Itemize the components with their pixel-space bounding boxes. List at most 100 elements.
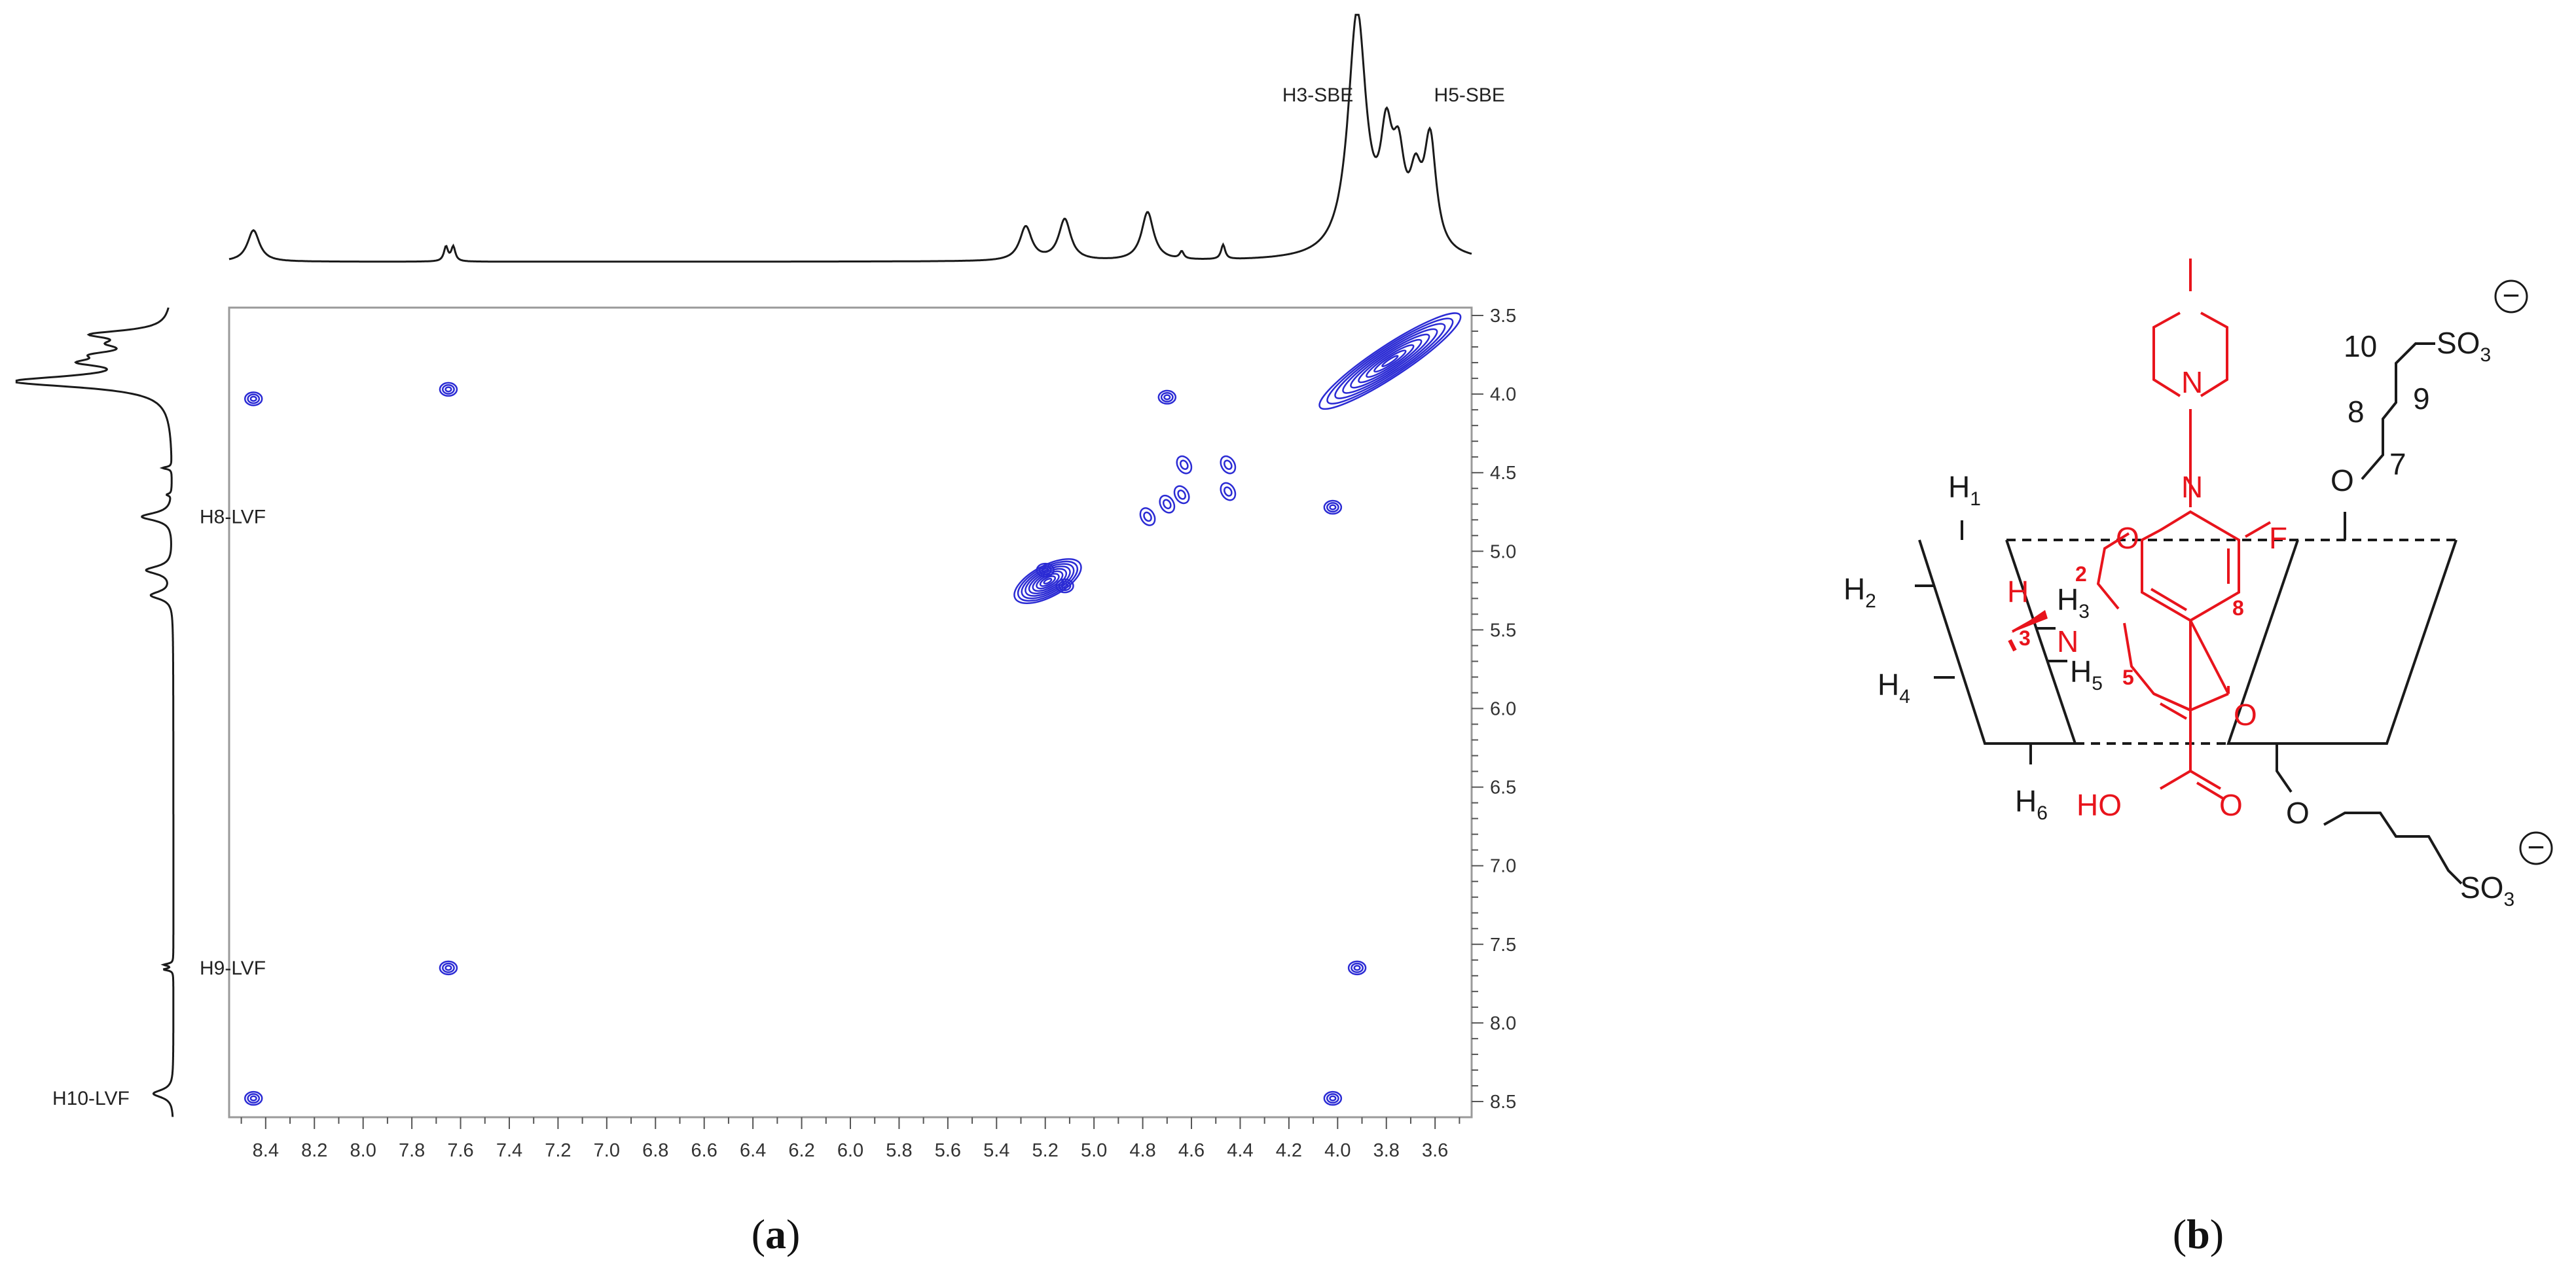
diagonal-ridge bbox=[1350, 333, 1430, 389]
x-tick-label: 3.8 bbox=[1373, 1140, 1400, 1161]
diagonal-peak bbox=[1224, 459, 1233, 471]
cross-peak bbox=[1326, 1093, 1339, 1104]
panel-b-letter: b bbox=[2186, 1211, 2210, 1257]
diagonal-ridge bbox=[1017, 560, 1079, 602]
diagonal-peak bbox=[1180, 459, 1189, 471]
ether-o-top: O bbox=[2331, 463, 2354, 497]
top-annotation-label: H5-SBE bbox=[1434, 84, 1505, 106]
x-tick-label: 3.6 bbox=[1422, 1140, 1448, 1161]
h2-label: H2 bbox=[1843, 572, 1876, 612]
top-projection-spectrum bbox=[228, 14, 1472, 263]
cross-peak bbox=[247, 393, 261, 404]
h5-label: H5 bbox=[2070, 654, 2103, 694]
cross-peak bbox=[439, 382, 458, 397]
cross-peak bbox=[1353, 965, 1361, 971]
cross-peak bbox=[442, 384, 455, 395]
y-tick-label: 7.5 bbox=[1490, 935, 1516, 956]
position-2-label: 2 bbox=[2075, 562, 2087, 586]
peak-annotations: H3-SBE H5-SBE H8-LVF H9-LVF H10-LVF bbox=[52, 84, 1505, 1109]
x-tick-label: 7.4 bbox=[496, 1140, 522, 1161]
piperazine-n-top: N bbox=[2181, 365, 2203, 399]
diagonal-peak bbox=[1139, 507, 1156, 526]
position-8-label: 8 bbox=[2232, 596, 2244, 620]
charge-top-symbol: − bbox=[2503, 278, 2520, 312]
contour-peaks bbox=[244, 312, 1462, 1106]
y-tick-label: 6.0 bbox=[1490, 698, 1516, 719]
diagonal-ridge bbox=[1342, 328, 1438, 394]
h6-label: H6 bbox=[2015, 784, 2048, 824]
cross-peak bbox=[444, 965, 452, 971]
h1-label: H1 bbox=[1948, 470, 1981, 510]
x-tick-label: 5.4 bbox=[983, 1140, 1009, 1161]
x-tick-label: 5.0 bbox=[1081, 1140, 1107, 1161]
cross-peak bbox=[1323, 1090, 1343, 1106]
diagonal-ridge bbox=[1358, 338, 1423, 384]
cross-peak bbox=[247, 1093, 261, 1104]
left-annotation-label: H8-LVF bbox=[200, 506, 266, 528]
diagonal-ridge bbox=[1334, 323, 1446, 399]
y-axis: 3.5 4.0 4.5 5.0 5.5 6.0 6.5 7.0 7.5 8.0 8.5 bbox=[1472, 306, 1516, 1113]
diagonal-ridge bbox=[1043, 577, 1053, 584]
y-tick-label: 4.5 bbox=[1490, 463, 1516, 484]
diagonal-peak bbox=[1220, 482, 1237, 501]
x-tick-label: 5.2 bbox=[1032, 1140, 1059, 1161]
x-tick-label: 6.4 bbox=[740, 1140, 766, 1161]
methyl-h: H bbox=[2007, 575, 2029, 609]
diagonal-ridge bbox=[1036, 573, 1060, 590]
nmr-panel: 8.4 8.2 8.0 7.8 7.6 7.4 7.2 7.0 6.8 6.6 6.4 6.2 6.0 5… bbox=[15, 14, 1516, 1161]
top-annotation-label: H3-SBE bbox=[1282, 84, 1353, 106]
diagonal-ridge bbox=[1381, 355, 1399, 368]
x-tick-label: 4.6 bbox=[1178, 1140, 1205, 1161]
panel-b-label: (b) bbox=[2173, 1211, 2224, 1257]
carboxyl-o: O bbox=[2219, 788, 2243, 822]
diagonal-peak bbox=[1162, 499, 1172, 510]
x-tick-label: 6.2 bbox=[788, 1140, 814, 1161]
x-tick-label: 4.2 bbox=[1276, 1140, 1302, 1161]
x-tick-label: 4.0 bbox=[1324, 1140, 1351, 1161]
cyclodextrin-cone bbox=[1915, 342, 2463, 885]
x-tick-label: 5.6 bbox=[935, 1140, 961, 1161]
methyl-dash bbox=[2008, 639, 2017, 652]
left-projection-spectrum bbox=[15, 307, 175, 1117]
position-5-label: 5 bbox=[2122, 666, 2134, 689]
x-tick-label: 7.0 bbox=[594, 1140, 620, 1161]
cross-peak bbox=[244, 1090, 263, 1106]
cross-peak bbox=[1157, 389, 1177, 405]
cross-peak bbox=[1351, 962, 1364, 973]
sulfonate-top: SO3 bbox=[2437, 326, 2491, 366]
x-tick-label: 6.6 bbox=[691, 1140, 717, 1161]
x-tick-label: 8.4 bbox=[253, 1140, 279, 1161]
plot-frame bbox=[228, 306, 1473, 1119]
diagonal-ridge bbox=[1039, 575, 1057, 587]
x-tick-label: 7.2 bbox=[545, 1140, 571, 1161]
y-tick-label: 7.0 bbox=[1490, 856, 1516, 877]
y-tick-label: 8.0 bbox=[1490, 1013, 1516, 1034]
fluorine: F bbox=[2269, 521, 2287, 555]
cross-peak bbox=[249, 395, 257, 402]
molecule-panel: N N O F H N O HO O 2 3 5 8 H1 H2 H3 H4 H… bbox=[1843, 259, 2553, 910]
sulfonate-bottom: SO3 bbox=[2460, 870, 2514, 910]
stereo-wedge bbox=[2011, 610, 2048, 633]
diagonal-peak bbox=[1177, 490, 1186, 500]
ether-o-bottom: O bbox=[2286, 796, 2310, 830]
cross-peak bbox=[1347, 960, 1367, 976]
h3-label: H3 bbox=[2057, 583, 2090, 622]
x-tick-label: 5.8 bbox=[886, 1140, 912, 1161]
cross-peak bbox=[1163, 394, 1171, 401]
h4-label: H4 bbox=[1878, 668, 1910, 708]
y-tick-label: 5.0 bbox=[1490, 541, 1516, 562]
diagonal-ridge bbox=[1025, 565, 1071, 597]
carboxyl-ho: HO bbox=[2077, 788, 2122, 822]
diagonal-peak bbox=[1173, 485, 1190, 505]
cross-peak bbox=[444, 386, 452, 393]
cross-peak bbox=[1160, 391, 1174, 403]
diagonal-peak bbox=[1224, 486, 1233, 497]
charge-bottom: − bbox=[2519, 830, 2553, 865]
x-tick-label: 6.8 bbox=[642, 1140, 668, 1161]
y-tick-label: 4.0 bbox=[1490, 384, 1516, 405]
cross-peak bbox=[442, 962, 455, 973]
x-tick-label: 6.0 bbox=[837, 1140, 863, 1161]
diagonal-ridge bbox=[1366, 344, 1415, 378]
position-3-label: 3 bbox=[2019, 626, 2031, 650]
cross-peak bbox=[249, 1095, 257, 1102]
